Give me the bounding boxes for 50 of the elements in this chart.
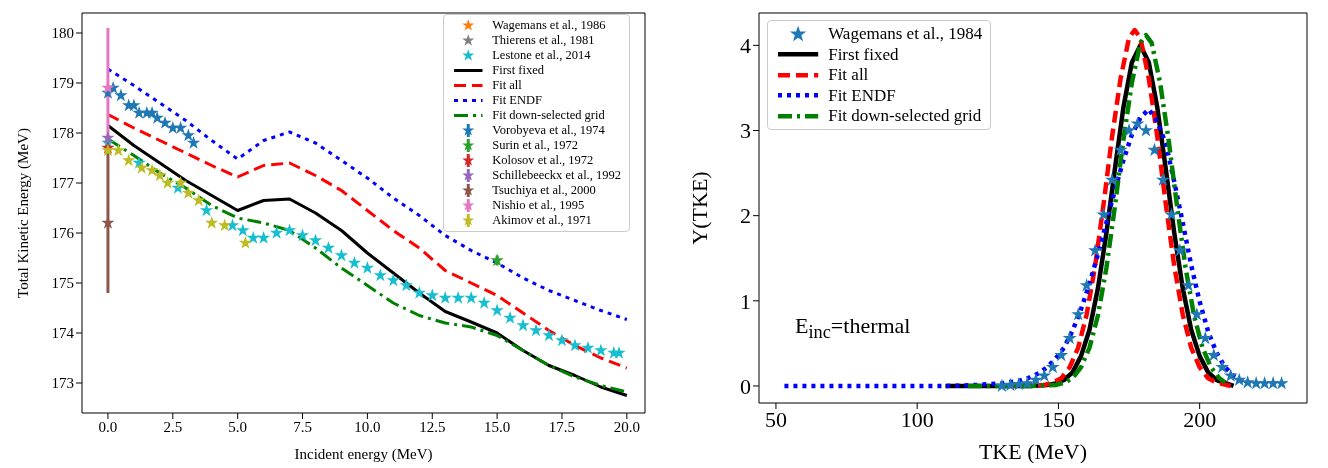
- legend-label: Thierens et al., 1981: [492, 33, 595, 48]
- legend-label: Kolosov et al., 1972: [492, 153, 594, 168]
- y-tick-label: 174: [51, 325, 75, 342]
- y-tick-label: 180: [51, 25, 74, 42]
- y-tick-label: 2: [740, 203, 751, 229]
- y-tick-label: 3: [740, 118, 751, 144]
- legend-label: Wagemans et al., 1986: [492, 18, 606, 33]
- y-tick-label: 175: [51, 275, 74, 292]
- x-tick-label: 200: [1183, 406, 1217, 432]
- legend-label: Schillebeeckx et al., 1992: [492, 168, 621, 183]
- legend-label: Fit all: [492, 78, 522, 93]
- x-tick-label: 100: [900, 406, 934, 432]
- x-axis-title: TKE (MeV): [978, 439, 1088, 464]
- y-tick-label: 176: [51, 225, 75, 242]
- legend-label: Tsuchiya et al., 2000: [492, 183, 596, 198]
- y-axis-title: Total Kinetic Energy (MeV): [15, 128, 33, 298]
- legend-label: Nishio et al., 1995: [492, 198, 585, 213]
- x-tick-label: 150: [1041, 406, 1075, 432]
- x-tick-label: 2.5: [163, 418, 183, 435]
- legend-label: First fixed: [492, 63, 544, 78]
- y-tick-label: 0: [740, 373, 751, 399]
- legend-label: Surin et al., 1972: [492, 138, 578, 153]
- legend-label: Vorobyeva et al., 1974: [492, 123, 605, 138]
- x-tick-label: 50: [764, 406, 787, 432]
- x-tick-label: 0.0: [98, 418, 118, 435]
- x-axis-title: Incident energy (MeV): [294, 446, 433, 463]
- y-tick-label: 179: [51, 75, 74, 92]
- legend-label: First fixed: [828, 44, 899, 65]
- legend-label: Fit down-selected grid: [828, 105, 982, 126]
- legend-label: Lestone et al., 2014: [492, 48, 591, 63]
- y-tick-label: 177: [51, 175, 75, 192]
- x-tick-label: 17.5: [548, 418, 576, 435]
- legend-label: Akimov et al., 1971: [492, 213, 592, 228]
- y-tick-label: 1: [740, 288, 751, 314]
- legend-label: Fit ENDF: [828, 85, 896, 106]
- annotation: E$_{inc}$=thermal: [795, 312, 911, 343]
- x-tick-label: 20.0: [613, 418, 640, 435]
- legend-label: Fit ENDF: [492, 93, 542, 108]
- y-tick-label: 178: [51, 125, 74, 142]
- legend-label: Fit all: [828, 65, 869, 85]
- x-tick-label: 5.0: [228, 418, 248, 435]
- x-tick-label: 7.5: [293, 418, 312, 435]
- x-tick-label: 15.0: [483, 418, 511, 435]
- legend-label: Fit down-selected grid: [492, 108, 605, 123]
- y-tick-label: 173: [51, 375, 74, 392]
- x-tick-label: 10.0: [354, 418, 381, 435]
- legend-label: Wagemans et al., 1984: [828, 24, 983, 44]
- x-tick-label: 12.5: [419, 418, 446, 435]
- y-tick-label: 4: [740, 33, 751, 59]
- y-axis-title: Y(TKE): [686, 171, 712, 245]
